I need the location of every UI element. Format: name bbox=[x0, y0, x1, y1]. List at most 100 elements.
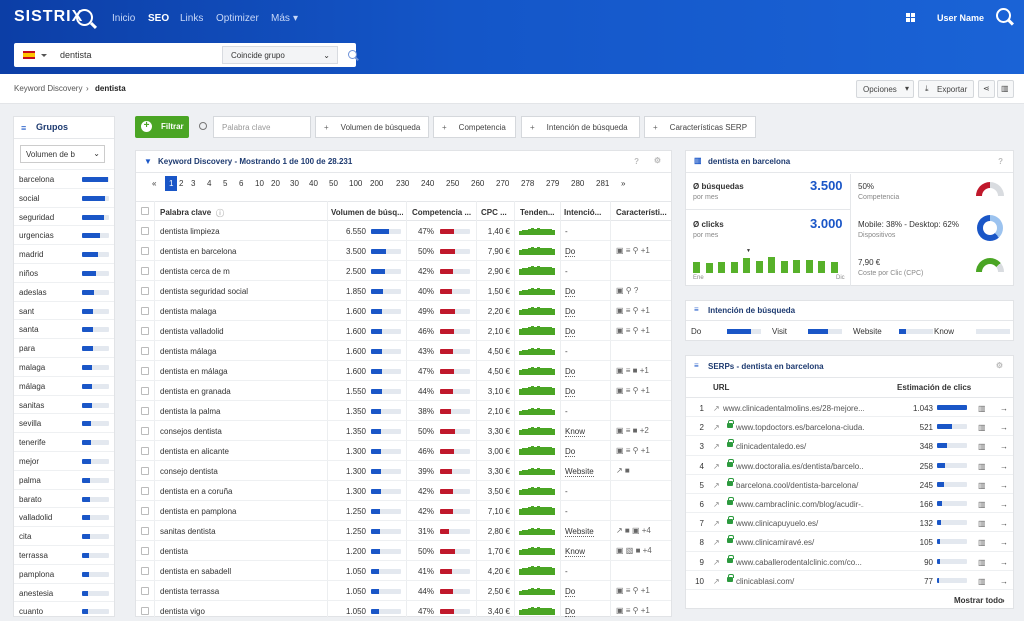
intent-cell[interactable]: Do bbox=[565, 247, 576, 257]
col-cpc[interactable]: CPC ... bbox=[481, 208, 507, 217]
serp-feature-icons[interactable]: ▣ ≡ ■ +1 bbox=[616, 366, 649, 375]
page-link[interactable]: 40 bbox=[309, 179, 318, 188]
group-item[interactable]: pamplona bbox=[14, 563, 114, 583]
serp-feature-icons[interactable]: ▣ ≡ ⚲ +1 bbox=[616, 446, 650, 455]
keyword-cell[interactable]: dentista valladolid bbox=[160, 327, 224, 336]
keyword-cell[interactable]: dentista en barcelona bbox=[160, 247, 237, 256]
page-link[interactable]: 50 bbox=[329, 179, 338, 188]
arrow-right-icon[interactable]: → bbox=[1000, 576, 1008, 586]
keyword-cell[interactable]: consejos dentista bbox=[160, 427, 222, 436]
row-checkbox[interactable] bbox=[141, 467, 149, 475]
page-link[interactable]: 100 bbox=[349, 179, 363, 188]
table-row[interactable]: dentista en barcelona 3.500 50% 7,90 € Do ▣ ≡… bbox=[136, 241, 671, 261]
group-item[interactable]: valladolid bbox=[14, 507, 114, 526]
chart-icon[interactable]: ▥ bbox=[978, 461, 986, 471]
table-row[interactable]: dentista en granada 1.550 44% 3,10 € Do ▣ ≡ ⚲… bbox=[136, 381, 671, 401]
row-checkbox[interactable] bbox=[141, 347, 149, 355]
groups-sort-select[interactable]: Volumen de b ⌄ bbox=[20, 145, 105, 163]
col-competition[interactable]: Competencia ... bbox=[412, 208, 472, 217]
group-item[interactable]: social bbox=[14, 187, 114, 207]
serp-url[interactable]: www.doctoralia.es/dentista/barcelo... bbox=[736, 461, 864, 471]
group-item[interactable]: urgencias bbox=[14, 225, 114, 244]
page-link[interactable]: 30 bbox=[290, 179, 299, 188]
row-checkbox[interactable] bbox=[141, 507, 149, 515]
serp-url[interactable]: barcelona.cool/dentista-barcelona/ bbox=[736, 480, 859, 490]
serp-feature-icons[interactable]: ▣ ≡ ⚲ +1 bbox=[616, 386, 650, 395]
serp-feature-icons[interactable]: ▣ ≡ ⚲ +1 bbox=[616, 326, 650, 335]
keyword-cell[interactable]: dentista en pamplona bbox=[160, 507, 237, 516]
serp-feature-icons[interactable]: ▣ ⚲ ? bbox=[616, 286, 639, 295]
col-trend[interactable]: Tenden... bbox=[520, 208, 555, 217]
search-submit-icon[interactable] bbox=[348, 50, 357, 59]
external-link-icon[interactable]: ↗ bbox=[713, 500, 720, 509]
table-row[interactable]: dentista málaga 1.600 43% 4,50 € - bbox=[136, 341, 671, 361]
group-item[interactable]: mejor bbox=[14, 451, 114, 470]
keyword-cell[interactable]: dentista la palma bbox=[160, 407, 221, 416]
serp-row[interactable]: 8 ↗ www.clinicamiravé.es/105 ▥ → bbox=[686, 532, 1013, 552]
external-link-icon[interactable]: ↗ bbox=[713, 538, 720, 548]
keyword-cell[interactable]: dentista bbox=[160, 547, 189, 556]
table-row[interactable]: dentista vigo 1.050 47% 3,40 € Do ▣ ≡ ⚲ +1 bbox=[136, 601, 671, 621]
group-item[interactable]: madrid bbox=[14, 244, 114, 263]
row-checkbox[interactable] bbox=[141, 287, 149, 295]
group-item[interactable]: sant bbox=[14, 300, 114, 320]
table-row[interactable]: dentista en sabadell 1.050 41% 4,20 € - bbox=[136, 561, 671, 581]
serp-feature-icons[interactable]: ↗ ■ bbox=[616, 466, 630, 475]
intent-cell[interactable]: Do bbox=[565, 387, 576, 397]
page-link[interactable]: 5 bbox=[223, 179, 228, 188]
arrow-right-icon[interactable]: → bbox=[1000, 519, 1008, 529]
serp-feature-icons[interactable]: ▣ ≡ ■ +2 bbox=[616, 426, 649, 435]
group-item[interactable]: sanitas bbox=[14, 394, 114, 414]
page-link[interactable]: « bbox=[152, 179, 157, 188]
serp-row[interactable]: 2 ↗ www.topdoctors.es/barcelona-ciuda... 52… bbox=[686, 417, 1013, 437]
chart-icon[interactable]: ▥ bbox=[978, 576, 986, 586]
serp-row[interactable]: 7 ↗ www.clinicapuyuelo.es/132 ▥ → bbox=[686, 513, 1013, 533]
apps-grid-icon[interactable] bbox=[906, 13, 915, 22]
keyword-cell[interactable]: dentista vigo bbox=[160, 607, 205, 616]
table-row[interactable]: dentista cerca de m 2.500 42% 2,90 € - bbox=[136, 261, 671, 281]
search-icon[interactable] bbox=[996, 8, 1011, 23]
external-link-icon[interactable]: ↗ bbox=[713, 423, 720, 433]
row-checkbox[interactable] bbox=[141, 547, 149, 555]
chart-icon[interactable]: ▥ bbox=[978, 423, 986, 433]
serp-row[interactable]: 5 ↗ barcelona.cool/dentista-barcelona/245 ▥… bbox=[686, 475, 1013, 494]
col-volume[interactable]: Volumen de búsq... bbox=[331, 208, 403, 217]
keyword-cell[interactable]: dentista en málaga bbox=[160, 367, 228, 376]
intent-cell[interactable]: Do bbox=[565, 447, 576, 457]
row-checkbox[interactable] bbox=[141, 387, 149, 395]
serp-feature-icons[interactable]: ▣ ≡ ⚲ +1 bbox=[616, 246, 650, 255]
keyword-cell[interactable]: dentista terrassa bbox=[160, 587, 220, 596]
table-row[interactable]: dentista en pamplona 1.250 42% 7,10 € - bbox=[136, 501, 671, 521]
external-link-icon[interactable]: ↗ bbox=[713, 461, 720, 471]
row-checkbox[interactable] bbox=[141, 407, 149, 415]
group-item[interactable]: seguridad bbox=[14, 206, 114, 226]
serp-url[interactable]: www.clinicamiravé.es/ bbox=[736, 538, 815, 548]
row-checkbox[interactable] bbox=[141, 587, 149, 595]
keyword-cell[interactable]: sanitas dentista bbox=[160, 527, 216, 536]
keyword-input[interactable]: Palabra clave bbox=[213, 116, 311, 138]
spain-flag-icon[interactable] bbox=[23, 51, 35, 59]
group-item[interactable]: malaga bbox=[14, 357, 114, 376]
row-checkbox[interactable] bbox=[141, 527, 149, 535]
match-mode-select[interactable]: Coincide grupo ⌄ bbox=[222, 46, 338, 64]
table-row[interactable]: dentista en alicante 1.300 46% 3,00 € Do ▣ ≡ … bbox=[136, 441, 671, 461]
row-checkbox[interactable] bbox=[141, 267, 149, 275]
table-row[interactable]: dentista limpieza 6.550 47% 1,40 € - bbox=[136, 221, 671, 241]
table-row[interactable]: dentista 1.200 50% 1,70 € Know ▣ ▧ ■ +4 bbox=[136, 541, 671, 561]
page-link[interactable]: 200 bbox=[370, 179, 384, 188]
external-link-icon[interactable]: ↗ bbox=[713, 519, 720, 529]
chart-icon[interactable]: ▥ bbox=[978, 500, 986, 509]
intent-cell[interactable]: Do bbox=[565, 287, 576, 297]
page-link[interactable]: 260 bbox=[471, 179, 485, 188]
serp-url[interactable]: www.clinicapuyuelo.es/ bbox=[736, 519, 819, 529]
chart-icon[interactable]: ▥ bbox=[978, 442, 986, 452]
table-row[interactable]: dentista terrassa 1.050 44% 2,50 € Do ▣ ≡ ⚲ +… bbox=[136, 581, 671, 601]
serp-row[interactable]: 9 ↗ www.caballerodentalclinic.com/co... 90 ▥… bbox=[686, 552, 1013, 571]
table-row[interactable]: dentista en málaga 1.600 47% 4,50 € Do ▣ ≡ ■ … bbox=[136, 361, 671, 381]
row-checkbox[interactable] bbox=[141, 307, 149, 315]
row-checkbox[interactable] bbox=[141, 227, 149, 235]
keyword-cell[interactable]: dentista en sabadell bbox=[160, 567, 232, 576]
page-link[interactable]: 278 bbox=[521, 179, 535, 188]
row-checkbox[interactable] bbox=[141, 367, 149, 375]
chart-icon[interactable]: ▥ bbox=[978, 557, 986, 567]
